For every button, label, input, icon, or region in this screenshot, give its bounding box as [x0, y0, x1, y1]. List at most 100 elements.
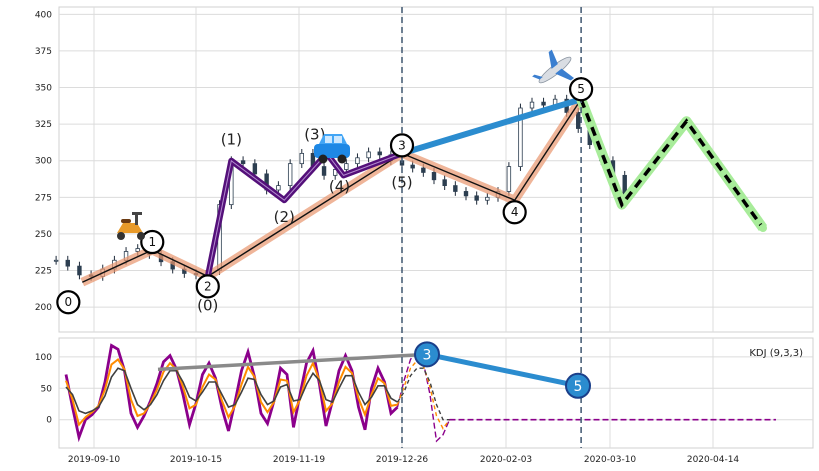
scooter-wheel	[137, 232, 145, 240]
wave-circle-label: 4	[511, 205, 519, 219]
kdj-forecast-line	[396, 367, 450, 421]
scooter-wheel	[117, 232, 125, 240]
scooter-body	[117, 223, 143, 233]
scooter-seat	[121, 219, 131, 223]
candle-body	[366, 151, 371, 159]
kdj-marker	[565, 372, 591, 399]
icons	[117, 49, 574, 240]
candle-body	[474, 195, 479, 201]
candle-body	[135, 248, 140, 252]
wave-circle-marker	[195, 274, 220, 299]
candle-body	[453, 185, 458, 192]
price-y-tick-label: 400	[35, 10, 52, 20]
wave-circle-label: 0	[65, 295, 73, 309]
car-wheel	[318, 154, 328, 164]
sub-wave-label: (3)	[304, 125, 325, 143]
car-wheel	[337, 154, 347, 164]
wave-circle-marker	[389, 133, 415, 158]
candle-body	[321, 166, 327, 176]
candle-body	[252, 163, 258, 175]
wave-lines	[80, 96, 768, 287]
primary-wave-line	[82, 98, 582, 283]
price-y-tick-label: 350	[35, 84, 52, 94]
sub-wave-label: (5)	[391, 173, 412, 191]
kdj-marker-label: 3	[423, 347, 432, 363]
candle-body	[287, 163, 293, 187]
candle-body	[506, 166, 512, 192]
wave-circle-label: 5	[577, 82, 585, 96]
candle-body	[332, 169, 338, 176]
kdj-legend-label: KDJ (9,3,3)	[749, 348, 803, 359]
scooter-icon	[117, 212, 145, 240]
candle-body	[529, 101, 535, 109]
kdj-marker-label: 5	[574, 379, 583, 395]
price-y-tick-label: 225	[35, 267, 52, 277]
price-y-tick-label: 200	[35, 303, 52, 313]
price-y-tick-label: 375	[35, 47, 52, 57]
x-tick-label: 2020-04-14	[687, 455, 740, 465]
candle-body	[355, 157, 360, 165]
wave-circle-marker	[140, 229, 165, 255]
candle-body	[276, 185, 281, 191]
kdj-trendline	[157, 352, 428, 372]
candle-body	[421, 167, 426, 173]
car-window	[334, 136, 342, 143]
price-y-tick-label: 275	[35, 193, 52, 203]
candle-body	[240, 160, 246, 165]
candle-body	[377, 151, 382, 156]
forecast-end-dot	[759, 224, 768, 233]
scooter-stem	[135, 213, 138, 225]
airplane-wing	[555, 68, 574, 81]
sub-wave-label: (0)	[197, 296, 218, 314]
price-y-ticks: 200 225 250 275 300 325 350 375 400	[35, 10, 52, 313]
forecast-line	[579, 98, 765, 230]
x-tick-label: 2019-10-15	[170, 455, 222, 465]
candle-body	[463, 191, 469, 197]
wave-circle-marker	[502, 200, 527, 225]
kdj-y-tick-label: 100	[35, 353, 52, 363]
x-ticks: 2019-09-10 2019-10-15 2019-11-19 2019-12-26…	[68, 455, 740, 465]
candle-body	[65, 259, 70, 267]
x-tick-label: 2020-03-10	[584, 455, 637, 465]
connector-line	[401, 96, 582, 157]
wave-circle-label: 3	[398, 138, 406, 152]
candle-body	[53, 259, 59, 262]
grid-lines	[59, 7, 813, 448]
candle-body	[485, 196, 490, 201]
candle-body	[410, 164, 415, 169]
candle-body	[442, 179, 447, 187]
candle-body	[518, 107, 523, 167]
kdj-y-ticks: 0 50 100	[35, 353, 52, 426]
x-tick-label: 2020-02-03	[480, 455, 532, 465]
candle-body	[344, 163, 349, 170]
x-tick-label: 2019-11-19	[273, 455, 326, 465]
x-tick-label: 2019-09-10	[68, 455, 121, 465]
wave-markers: 0 1 2 3 4 5 (0) (1) (2) (3) (4) (5) 3 5	[56, 77, 594, 399]
candle-body	[77, 265, 82, 276]
x-tick-label: 2019-12-26	[376, 455, 429, 465]
airplane-wing	[548, 49, 558, 69]
sub-wave-highlight	[207, 152, 403, 277]
candle-body	[299, 152, 304, 165]
kdj-y-tick-label: 50	[41, 384, 53, 394]
price-y-tick-label: 250	[35, 230, 52, 240]
kdj-line	[64, 343, 399, 443]
wave-circle-marker	[56, 290, 81, 315]
price-y-tick-label: 325	[35, 120, 52, 130]
kdj-line	[65, 367, 398, 415]
kdj-y-tick-label: 0	[46, 416, 52, 426]
candle-body	[431, 172, 437, 181]
car-window	[325, 136, 332, 143]
airplane-icon	[532, 49, 574, 84]
wave-circle-label: 1	[148, 235, 156, 249]
airplane-tail	[532, 74, 543, 80]
wave-circle-label: 2	[204, 279, 212, 293]
candle-body	[541, 101, 546, 106]
candle-body	[576, 112, 581, 129]
car-icon	[314, 134, 350, 164]
kdj-line	[65, 357, 398, 427]
scooter-handle	[132, 212, 142, 215]
wave-circle-marker	[569, 77, 594, 102]
